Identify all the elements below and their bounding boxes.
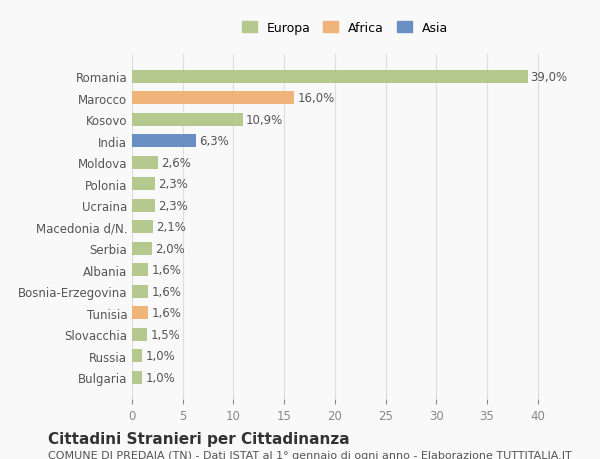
Text: 10,9%: 10,9%: [245, 113, 283, 127]
Text: 2,3%: 2,3%: [158, 178, 188, 191]
Text: 1,6%: 1,6%: [151, 307, 181, 319]
Bar: [132, 135, 196, 148]
Text: Cittadini Stranieri per Cittadinanza: Cittadini Stranieri per Cittadinanza: [48, 431, 350, 447]
Bar: [132, 113, 242, 127]
Text: COMUNE DI PREDAIA (TN) - Dati ISTAT al 1° gennaio di ogni anno - Elaborazione TU: COMUNE DI PREDAIA (TN) - Dati ISTAT al 1…: [48, 450, 572, 459]
Text: 2,3%: 2,3%: [158, 199, 188, 212]
Text: 16,0%: 16,0%: [298, 92, 335, 105]
Text: 1,5%: 1,5%: [150, 328, 180, 341]
Text: 6,3%: 6,3%: [199, 135, 229, 148]
Bar: [132, 242, 152, 255]
Text: 1,0%: 1,0%: [145, 371, 175, 384]
Text: 1,6%: 1,6%: [151, 263, 181, 277]
Text: 1,0%: 1,0%: [145, 349, 175, 362]
Text: 2,6%: 2,6%: [161, 157, 191, 169]
Bar: [132, 349, 142, 362]
Bar: [132, 157, 158, 169]
Bar: [132, 285, 148, 298]
Bar: [132, 263, 148, 276]
Bar: [132, 92, 294, 105]
Text: 2,1%: 2,1%: [157, 221, 186, 234]
Bar: [132, 307, 148, 319]
Text: 39,0%: 39,0%: [530, 71, 568, 84]
Bar: [132, 328, 147, 341]
Legend: Europa, Africa, Asia: Europa, Africa, Asia: [237, 17, 453, 39]
Bar: [132, 178, 155, 191]
Text: 1,6%: 1,6%: [151, 285, 181, 298]
Bar: [132, 71, 527, 84]
Text: 2,0%: 2,0%: [155, 242, 185, 255]
Bar: [132, 199, 155, 212]
Bar: [132, 371, 142, 384]
Bar: [132, 221, 154, 234]
